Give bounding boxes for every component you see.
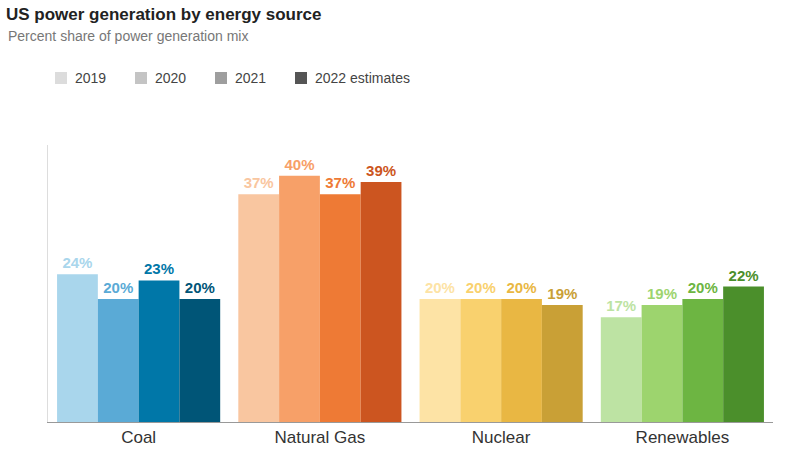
svg-text:US power generation by energy: US power generation by energy source bbox=[6, 5, 322, 24]
svg-text:20%: 20% bbox=[185, 279, 215, 296]
svg-text:Coal: Coal bbox=[121, 428, 156, 447]
svg-text:40%: 40% bbox=[284, 156, 314, 173]
svg-text:24%: 24% bbox=[62, 254, 92, 271]
svg-text:Natural Gas: Natural Gas bbox=[275, 428, 366, 447]
svg-text:Renewables: Renewables bbox=[636, 428, 730, 447]
svg-text:19%: 19% bbox=[547, 285, 577, 302]
svg-text:20%: 20% bbox=[103, 279, 133, 296]
svg-text:2021: 2021 bbox=[235, 70, 266, 86]
svg-text:37%: 37% bbox=[244, 174, 274, 191]
svg-text:2019: 2019 bbox=[75, 70, 106, 86]
svg-text:2020: 2020 bbox=[155, 70, 186, 86]
svg-text:22%: 22% bbox=[729, 267, 759, 284]
svg-text:23%: 23% bbox=[144, 260, 174, 277]
svg-text:19%: 19% bbox=[647, 285, 677, 302]
svg-text:2022 estimates: 2022 estimates bbox=[315, 70, 410, 86]
svg-text:Nuclear: Nuclear bbox=[472, 428, 531, 447]
svg-text:37%: 37% bbox=[325, 174, 355, 191]
svg-text:Percent share of power generat: Percent share of power generation mix bbox=[8, 28, 248, 44]
svg-text:39%: 39% bbox=[366, 162, 396, 179]
svg-text:20%: 20% bbox=[466, 279, 496, 296]
svg-text:20%: 20% bbox=[425, 279, 455, 296]
svg-text:17%: 17% bbox=[606, 297, 636, 314]
svg-text:20%: 20% bbox=[507, 279, 537, 296]
svg-text:20%: 20% bbox=[688, 279, 718, 296]
